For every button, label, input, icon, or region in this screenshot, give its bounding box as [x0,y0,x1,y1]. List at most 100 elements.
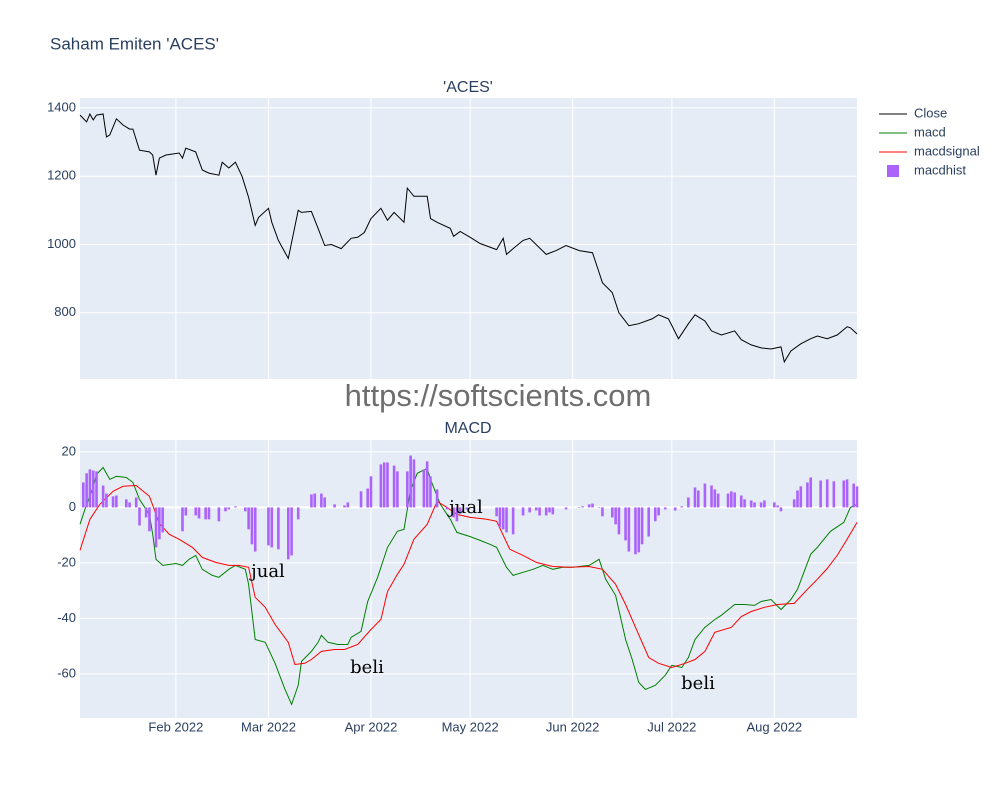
y-tick-label: 1000 [47,236,76,251]
histogram-bar [207,507,211,520]
histogram-bar [85,473,88,508]
histogram-bar [716,493,720,508]
histogram-bar [267,507,270,546]
histogram-bar [687,497,690,508]
plot-clip [79,455,859,706]
histogram-bar [458,507,462,514]
histogram-bar [277,507,280,550]
histogram-bar [663,507,667,510]
histogram-bar [505,507,508,533]
histogram-bar [346,502,350,508]
histogram-bar [161,507,164,533]
histogram-bar [128,502,131,508]
histogram-bar [445,507,449,510]
legend-label: macd [914,124,946,139]
histogram-bar [806,482,809,508]
histogram-bar [343,505,346,508]
histogram-bar [396,471,399,508]
histogram-bar [799,486,803,508]
annotation: beli [681,673,715,694]
histogram-bar [115,495,118,508]
series-line [79,112,858,364]
histogram-bar [134,497,138,508]
histogram-bar [224,507,227,512]
x-tick-label: Jul 2022 [647,719,696,734]
plot-clip [79,112,858,364]
histogram-bar [842,480,846,508]
histogram-bar [154,507,158,548]
histogram-bar [640,507,644,545]
histogram-bar [538,507,541,516]
histogram-bar [703,483,707,508]
subplot-title: 'ACES' [443,79,493,96]
histogram-bar [323,497,326,508]
histogram-bar [845,479,849,508]
histogram-bar [412,459,416,508]
histogram-bar [369,476,373,508]
y-tick-label: 20 [62,443,76,458]
histogram-bar [534,507,538,511]
histogram-bar [138,507,141,526]
histogram-bar [217,507,221,522]
series-line [79,466,858,706]
histogram-bar [88,469,92,508]
histogram-bar [577,507,581,508]
histogram-bar [124,499,128,508]
histogram-bar [617,507,621,535]
histogram-bar [197,507,201,519]
x-tick-label: Aug 2022 [747,719,803,734]
histogram-bar [753,502,756,508]
annotation: jual [447,497,483,518]
histogram-bar [564,507,568,510]
histogram-bar [234,506,237,508]
x-tick-label: Feb 2022 [148,719,203,734]
histogram-bar [614,507,617,525]
histogram-bar [581,506,584,508]
y-tick-label: -20 [57,554,76,569]
histogram-bar [290,507,293,556]
annotation: jual [249,561,285,582]
histogram-bar [597,507,601,508]
histogram-bar [498,507,502,528]
histogram-bar [796,490,799,508]
legend-label: Close [914,105,947,120]
histogram-bar [227,507,231,510]
histogram-bar [792,499,796,508]
histogram-bar [194,507,198,516]
histogram-bar [422,469,426,508]
histogram-bar [95,471,98,508]
histogram-bar [587,504,591,508]
histogram-bar [855,486,859,508]
histogram-bar [382,462,386,508]
histogram-bar [759,502,763,508]
page-title: Saham Emiten 'ACES' [50,34,219,53]
histogram-bar [310,494,313,508]
x-tick-label: Mar 2022 [241,719,296,734]
histogram-bar [392,465,396,508]
histogram-bar [657,507,660,516]
histogram-bar [739,495,743,508]
histogram-bar [253,507,257,552]
legend-label: macdsignal [914,143,980,158]
plot-area-bottom [80,440,857,718]
histogram-bar [743,499,746,508]
x-tick-label: May 2022 [442,719,499,734]
histogram-bar [359,491,363,508]
histogram-bar [452,507,455,518]
histogram-bar [111,496,115,508]
histogram-bar [852,483,855,508]
histogram-bar [184,507,188,516]
histogram-bar [528,507,531,513]
histogram-bar [601,507,604,517]
histogram-bar [244,507,247,512]
histogram-bar [181,507,184,532]
histogram-bar [749,500,753,508]
y-tick-label: 800 [54,304,76,319]
histogram-bar [637,507,641,553]
histogram-bar [247,507,250,530]
histogram-bar [91,470,95,508]
histogram-bar [819,480,822,508]
histogram-bar [726,493,730,508]
histogram-bar [809,477,813,508]
